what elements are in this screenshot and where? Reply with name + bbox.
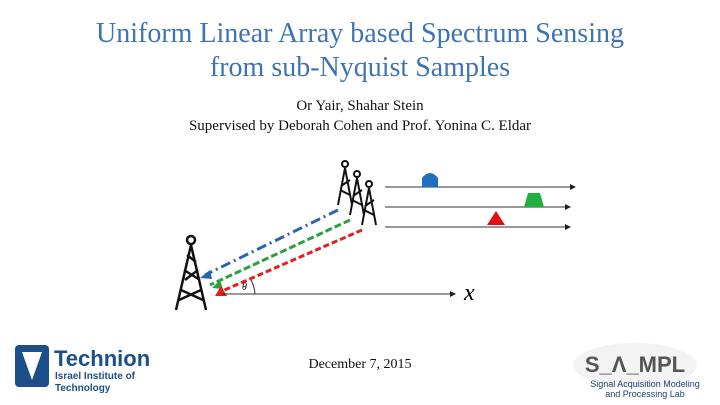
angle-label: θ (242, 282, 247, 293)
title: Uniform Linear Array based Spectrum Sens… (96, 18, 624, 49)
supervisors: Supervised by Deborah Cohen and Prof. Yo… (188, 118, 532, 134)
date: December 7, 2015 (308, 357, 412, 372)
arrival-path (209, 218, 351, 287)
arrival-path (219, 228, 363, 294)
signal-band (487, 211, 505, 225)
arrival-path (204, 208, 339, 277)
label: Technion (54, 346, 150, 371)
receiver-tower (174, 234, 208, 311)
technion-logo: Technion Israel Institute of Technology (15, 345, 150, 394)
axis-label: x (463, 280, 475, 306)
label: Israel Institute of (55, 371, 136, 382)
signal-band (422, 173, 438, 187)
authors: Or Yair, Shahar Stein (296, 98, 424, 114)
label: Technology (55, 383, 111, 394)
title: from sub-Nyquist Samples (209, 52, 511, 83)
label: Signal Acquisition Modeling (590, 379, 700, 389)
spectra (385, 184, 576, 230)
label: and Processing Lab (605, 389, 685, 399)
tower-array (337, 160, 377, 226)
sampl-logo: S_Λ_MPL Signal Acquisition Modeling and … (573, 343, 700, 399)
signal-band (524, 193, 544, 207)
label: S_Λ_MPL (585, 352, 685, 377)
